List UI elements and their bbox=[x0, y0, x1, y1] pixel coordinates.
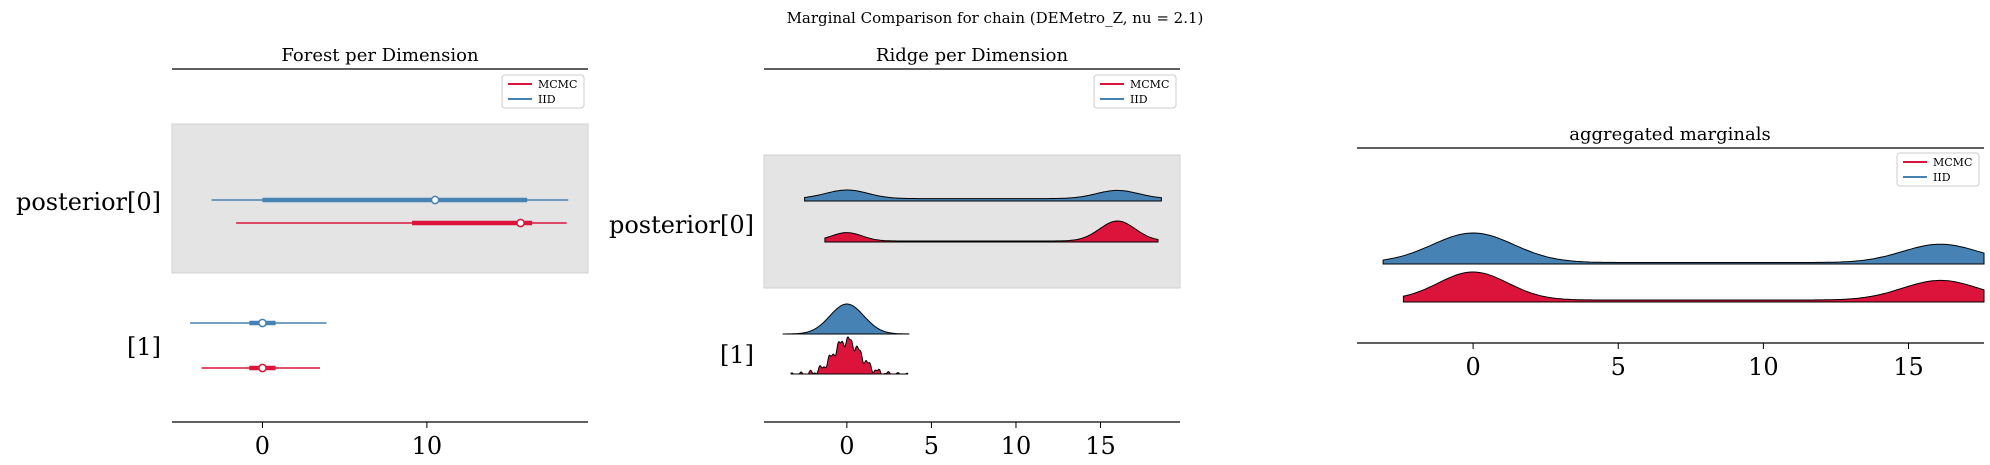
ridge-row-label-posterior0: posterior[0] bbox=[609, 211, 754, 239]
ridge-ticks: 0 5 10 15 bbox=[839, 422, 1116, 460]
ridge-marks bbox=[782, 189, 1162, 375]
forest-ticks: 0 10 bbox=[255, 422, 442, 460]
forest-row1-mcmc-median-point bbox=[258, 363, 267, 373]
forest-row-label-posterior0: posterior[0] bbox=[16, 188, 161, 216]
ridge-tick-label: 15 bbox=[1085, 432, 1116, 460]
ridge-row0-iid-ridge bbox=[804, 189, 1162, 202]
ridge-row1-mcmc-ridge bbox=[790, 336, 909, 375]
ridge-panel: Ridge per Dimension posterior[0] [1] 0 5 1… bbox=[609, 45, 1181, 460]
aggregated-legend: MCMC IID bbox=[1896, 152, 1980, 187]
forest-tick-label: 0 bbox=[255, 432, 270, 460]
aggregated-tick-label: 10 bbox=[1748, 353, 1779, 381]
figure-suptitle: Marginal Comparison for chain (DEMetro_Z… bbox=[787, 9, 1204, 27]
aggregated-tick-label: 0 bbox=[1465, 353, 1480, 381]
ridge-legend-iid-label: IID bbox=[1130, 93, 1148, 106]
ridge-band-posterior0 bbox=[763, 154, 1181, 289]
forest-row0-mcmc-median-point bbox=[516, 218, 525, 228]
ridge-tick-label: 10 bbox=[1001, 432, 1032, 460]
ridge-row1-iid-ridge bbox=[782, 303, 910, 335]
forest-row0-iid-median-point bbox=[430, 195, 440, 205]
aggregated-marks bbox=[1382, 232, 1985, 303]
forest-legend-iid-label: IID bbox=[538, 93, 556, 106]
aggregated-tick-label: 15 bbox=[1893, 353, 1924, 381]
aggregated-mcmc-ridge bbox=[1402, 271, 1985, 303]
ridge-row0-mcmc-ridge bbox=[824, 220, 1159, 243]
forest-panel: Forest per Dimension posterior[0] [1] 0 1… bbox=[16, 45, 589, 460]
aggregated-iid-ridge bbox=[1382, 232, 1985, 265]
aggregated-legend-mcmc-label: MCMC bbox=[1933, 156, 1972, 169]
forest-title: Forest per Dimension bbox=[281, 45, 479, 66]
ridge-legend: MCMC IID bbox=[1093, 74, 1177, 109]
forest-marks bbox=[190, 195, 569, 373]
forest-legend-mcmc-label: MCMC bbox=[538, 78, 577, 91]
aggregated-legend-iid-label: IID bbox=[1933, 171, 1951, 184]
aggregated-panel: aggregated marginals 0 5 10 15 MCMC IID bbox=[1357, 124, 1985, 381]
forest-row1-iid-median-point bbox=[258, 318, 267, 328]
ridge-tick-label: 5 bbox=[924, 432, 939, 460]
forest-tick-label: 10 bbox=[412, 432, 443, 460]
ridge-legend-mcmc-label: MCMC bbox=[1130, 78, 1169, 91]
forest-row-label-1: [1] bbox=[127, 333, 161, 361]
aggregated-ticks: 0 5 10 15 bbox=[1465, 343, 1924, 381]
aggregated-title: aggregated marginals bbox=[1569, 124, 1770, 145]
forest-legend: MCMC IID bbox=[501, 74, 585, 109]
ridge-row-label-1: [1] bbox=[720, 341, 754, 369]
aggregated-tick-label: 5 bbox=[1611, 353, 1626, 381]
ridge-title: Ridge per Dimension bbox=[876, 45, 1069, 66]
ridge-tick-label: 0 bbox=[839, 432, 854, 460]
